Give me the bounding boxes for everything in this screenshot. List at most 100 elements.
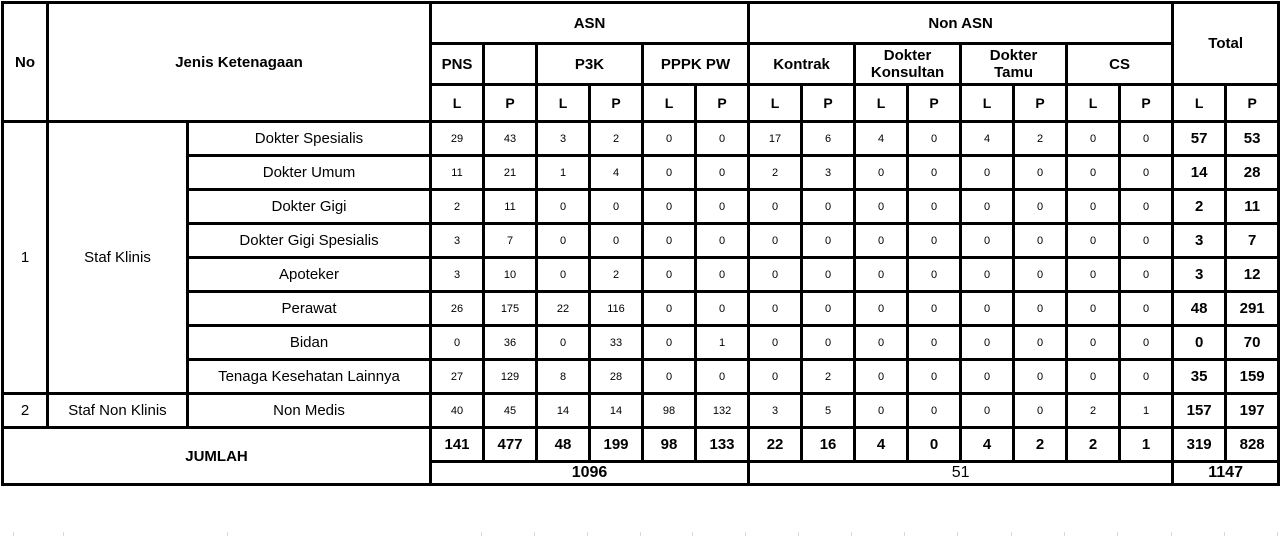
- count-cell: 1: [535, 154, 591, 191]
- count-cell: 0: [1065, 256, 1122, 293]
- jumlah-count-cell: 2: [1065, 426, 1122, 463]
- gridline-tick: [1171, 532, 1172, 536]
- count-cell: 0: [535, 222, 591, 259]
- summary-row: 1096 51 1147: [3, 460, 1280, 486]
- count-cell: 0: [1012, 188, 1069, 225]
- count-cell: 0: [906, 222, 963, 259]
- count-cell: 0: [1118, 256, 1175, 293]
- asn-grand-total: 1096: [428, 460, 751, 486]
- table-row: Tenaga Kesehatan Lainnya 27 129 8 28 0 0 0 2 0 0 0 0…: [3, 358, 1280, 395]
- count-cell: 0: [641, 358, 697, 395]
- count-cell: 0: [800, 222, 857, 259]
- count-cell: 0: [693, 222, 751, 259]
- count-cell: 0: [641, 324, 697, 361]
- count-cell: 0: [1118, 358, 1175, 395]
- count-cell: 0: [853, 358, 910, 395]
- count-cell: 45: [482, 392, 538, 429]
- gridline-tick: [798, 532, 799, 536]
- gridline-tick: [587, 532, 588, 536]
- col-header-p: P: [800, 83, 857, 123]
- col-header-p: P: [906, 83, 963, 123]
- staffing-table: No Jenis Ketenagaan ASN Non ASN Total PN…: [1, 1, 1280, 486]
- count-cell: 0: [1065, 188, 1122, 225]
- staff-type-label: Apoteker: [186, 256, 432, 293]
- col-header-l: L: [535, 83, 591, 123]
- count-cell: 1: [1118, 392, 1175, 429]
- count-cell: 0: [906, 188, 963, 225]
- count-cell: 2: [800, 358, 857, 395]
- count-cell: 0: [800, 324, 857, 361]
- overall-grand-total: 1147: [1171, 460, 1280, 486]
- jumlah-count-cell: 477: [482, 426, 538, 463]
- count-cell: 0: [1012, 358, 1069, 395]
- group-header-total: Total: [1171, 1, 1280, 86]
- table-row: Apoteker 3 10 0 2 0 0 0 0 0 0 0 0 0 0 3 12: [3, 256, 1280, 293]
- count-cell: 0: [588, 188, 644, 225]
- count-cell: 0: [535, 256, 591, 293]
- count-cell: 4: [588, 154, 644, 191]
- col-header-pns: PNS: [429, 42, 485, 86]
- count-cell: 0: [1118, 120, 1175, 157]
- table-row: 1 Staf Klinis Dokter Spesialis 29 43 3 2 0 0 17 6 4…: [1, 120, 1280, 395]
- col-header-cs: CS: [1065, 42, 1175, 86]
- count-cell: 2: [429, 188, 485, 225]
- jumlah-count-cell: 4: [959, 426, 1016, 463]
- count-cell: 0: [959, 290, 1016, 327]
- col-header-l: L: [641, 83, 697, 123]
- count-cell: 0: [800, 290, 857, 327]
- count-cell: 10: [482, 256, 538, 293]
- jumlah-label: JUMLAH: [1, 426, 432, 486]
- count-cell: 0: [906, 120, 963, 157]
- staff-type-label: Dokter Umum: [186, 154, 432, 191]
- count-cell: 0: [853, 222, 910, 259]
- count-cell: 0: [535, 188, 591, 225]
- row-total-cell: 48: [1171, 290, 1228, 327]
- count-cell: 0: [747, 324, 804, 361]
- count-cell: 0: [747, 256, 804, 293]
- count-cell: 2: [588, 256, 644, 293]
- row-total-cell: 53: [1224, 120, 1280, 157]
- count-cell: 21: [482, 154, 538, 191]
- count-cell: 0: [1118, 222, 1175, 259]
- count-cell: 5: [800, 392, 857, 429]
- col-header-l: L: [959, 83, 1016, 123]
- col-header-dokter-tamu: Dokter Tamu: [959, 42, 1069, 86]
- count-cell: 0: [853, 290, 910, 327]
- count-cell: 0: [747, 222, 804, 259]
- col-header-l: L: [853, 83, 910, 123]
- count-cell: 0: [1012, 154, 1069, 191]
- count-cell: 0: [906, 256, 963, 293]
- gridline-tick: [1224, 532, 1225, 536]
- row-total-cell: 12: [1224, 256, 1280, 293]
- count-cell: 3: [429, 222, 485, 259]
- staff-type-label: Dokter Gigi Spesialis: [186, 222, 432, 259]
- gridline-tick: [1277, 532, 1278, 536]
- col-header-p: P: [588, 83, 644, 123]
- count-cell: 0: [693, 154, 751, 191]
- group-header-asn: ASN: [428, 1, 751, 45]
- count-cell: 3: [429, 256, 485, 293]
- gridline-tick: [1011, 532, 1012, 536]
- count-cell: 0: [906, 154, 963, 191]
- count-cell: 7: [482, 222, 538, 259]
- jumlah-count-cell: 199: [588, 426, 644, 463]
- col-header-jenis-ketenagaan: Jenis Ketenagaan: [46, 1, 432, 123]
- staff-type-label: Non Medis: [186, 392, 432, 429]
- count-cell: 11: [429, 154, 485, 191]
- gridline-tick: [904, 532, 905, 536]
- row-number: 2: [1, 392, 49, 429]
- row-total-cell: 291: [1224, 290, 1280, 327]
- row-total-cell: 11: [1224, 188, 1280, 225]
- count-cell: 29: [429, 120, 485, 157]
- table-row: Perawat 26 175 22 116 0 0 0 0 0 0 0 0 0 0 48 291: [3, 290, 1280, 327]
- gridline-tick: [481, 532, 482, 536]
- gridline-tick: [1064, 532, 1065, 536]
- staff-group-label: Staf Klinis: [46, 120, 189, 395]
- count-cell: 0: [1118, 188, 1175, 225]
- header-row-groups: No Jenis Ketenagaan ASN Non ASN Total: [1, 1, 1280, 123]
- jumlah-count-cell: 0: [906, 426, 963, 463]
- table-row: Dokter Umum 11 21 1 4 0 0 2 3 0 0 0 0 0 0 14 28: [3, 154, 1280, 191]
- col-header-dokter-konsultan: Dokter Konsultan: [853, 42, 963, 86]
- count-cell: 0: [800, 188, 857, 225]
